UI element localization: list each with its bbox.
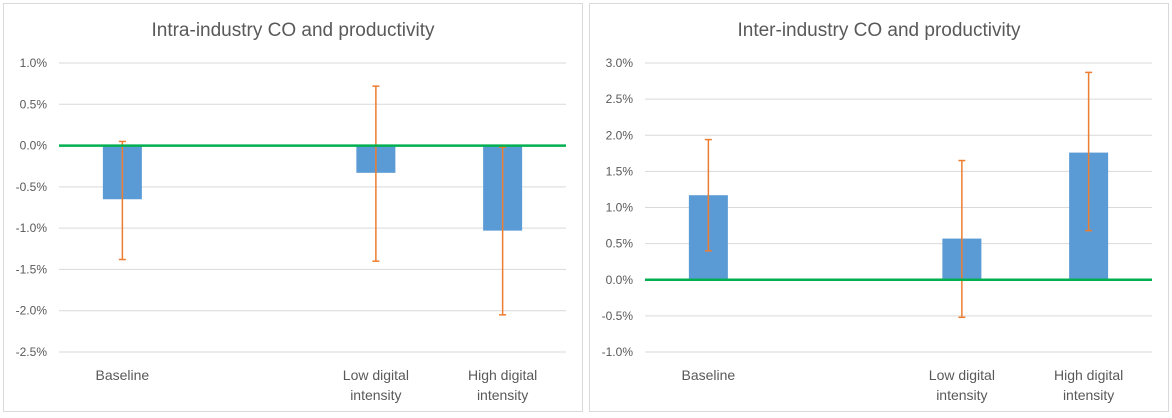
y-tick-label: 2.5%	[606, 92, 634, 106]
category-label: High digital intensity	[468, 367, 537, 403]
y-tick-label: 0.0%	[606, 273, 634, 287]
intra-industry-chart: Intra-industry CO and productivity 1.0% 0.…	[3, 3, 583, 412]
y-tick-label: -2.0%	[16, 304, 48, 318]
y-tick-label: 0.5%	[606, 237, 634, 251]
y-tick-label: 1.0%	[606, 201, 634, 215]
intra-industry-chart-svg: Intra-industry CO and productivity 1.0% 0.…	[16, 20, 566, 403]
chart-title: Intra-industry CO and productivity	[151, 20, 435, 41]
y-tick-label: -1.0%	[16, 221, 48, 235]
y-tick-label: 3.0%	[606, 56, 634, 70]
inter-industry-chart: Inter-industry CO and productivity 3.0% 2.…	[589, 3, 1169, 412]
category-label: Low digital intensity	[343, 367, 409, 403]
y-tick-label: -0.5%	[16, 180, 48, 194]
y-tick-label: 0.5%	[20, 97, 48, 111]
category-label: Low digital intensity	[929, 367, 995, 403]
category-label: Baseline	[96, 367, 150, 383]
y-tick-label: -1.5%	[16, 262, 48, 276]
y-tick-label: -0.5%	[602, 309, 634, 323]
y-tick-label: -2.5%	[16, 345, 48, 359]
y-tick-label: 0.0%	[20, 139, 48, 153]
category-label: High digital intensity	[1054, 367, 1123, 403]
y-tick-label: 1.5%	[606, 164, 634, 178]
inter-industry-chart-svg: Inter-industry CO and productivity 3.0% 2.…	[602, 20, 1152, 403]
y-tick-label: 2.0%	[606, 128, 634, 142]
y-tick-label: 1.0%	[20, 56, 48, 70]
y-tick-label: -1.0%	[602, 345, 634, 359]
chart-title: Inter-industry CO and productivity	[737, 20, 1021, 41]
category-label: Baseline	[682, 367, 736, 383]
